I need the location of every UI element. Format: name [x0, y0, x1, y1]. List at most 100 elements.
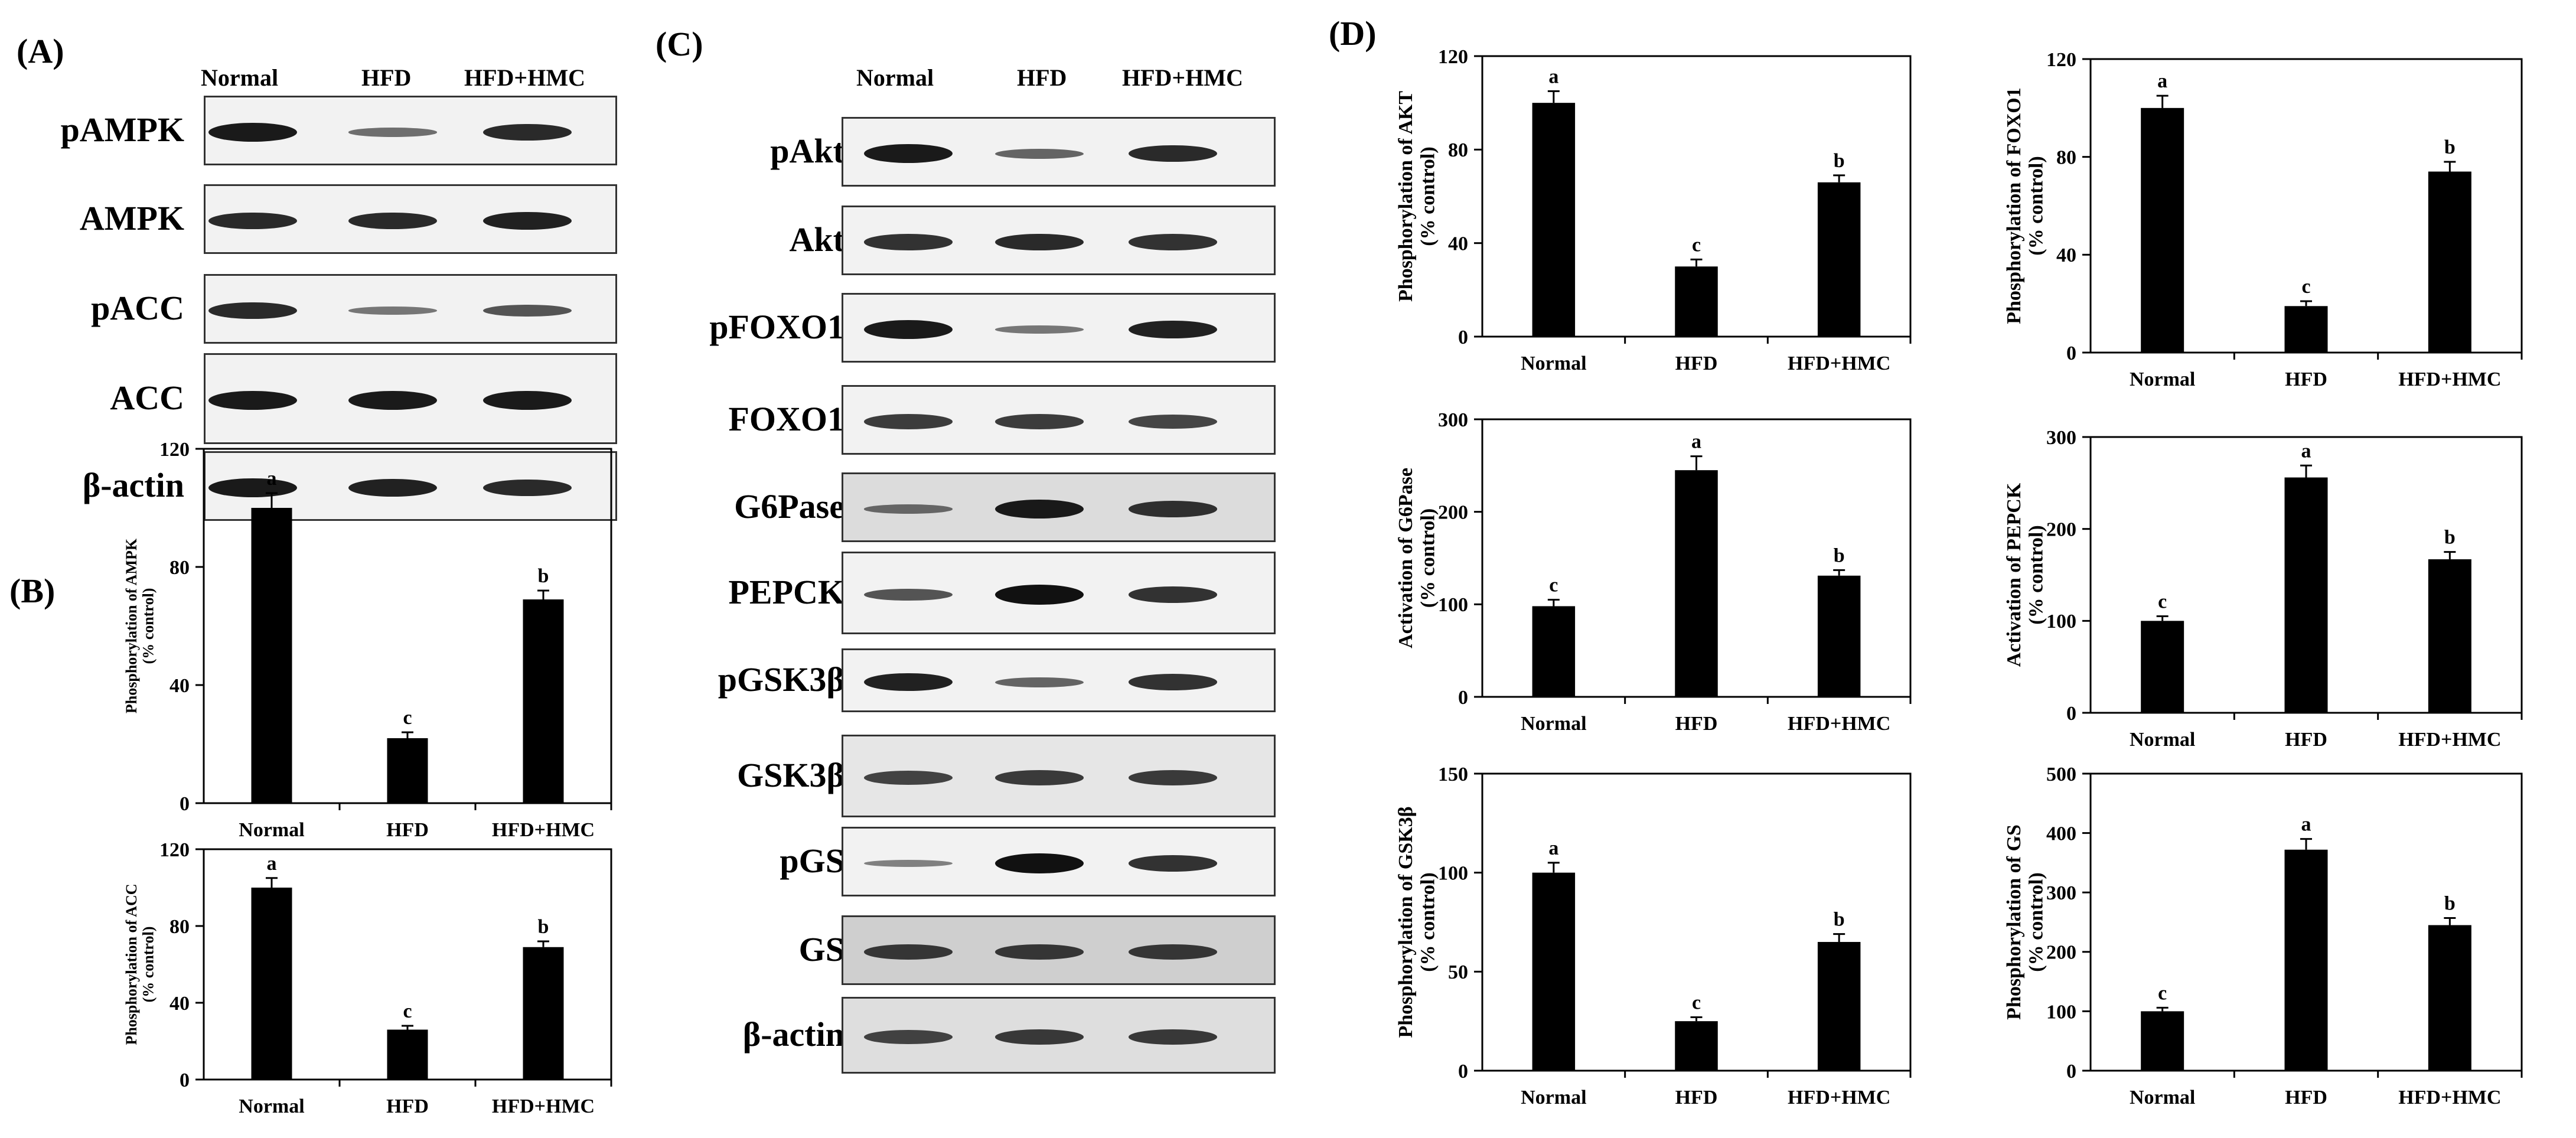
blot-a-band-beta-actin-normal [208, 478, 297, 498]
chart-d4-bar-hfd [2284, 477, 2328, 713]
chart-b1-xlabel-normal: Normal [239, 819, 304, 841]
blot-c-band-pgsk3beta-hfd-hmc [1129, 674, 1217, 690]
blot-a-band-beta-actin-hfd [348, 478, 437, 497]
chart-d3-ylabel: Activation of G6Pase [1395, 468, 1417, 648]
chart-d4-ylabel-unit: (% control) [2025, 525, 2047, 624]
panel-label-c: (C) [656, 25, 703, 63]
panel-label-b: (B) [9, 572, 56, 610]
chart-d4-xlabel-normal: Normal [2130, 729, 2195, 751]
blot-c-label-beta-actin: β-actin [742, 1015, 844, 1054]
chart-d5-ytick-label-150: 150 [1438, 764, 1468, 785]
blot-c-band-pepck-hfd [995, 585, 1084, 605]
chart-d5-bar-hfd-hmc [1817, 942, 1861, 1071]
chart-d2-ytick-label-80: 80 [2056, 147, 2076, 169]
blot-c-band-gsk3beta-hfd-hmc [1129, 770, 1217, 785]
blot-a-band-pampk-hfd-hmc [483, 123, 572, 141]
chart-d3-ytick-label-200: 200 [1438, 502, 1468, 524]
chart-d2-letter-hfd-hmc: b [2444, 136, 2456, 158]
chart-d6-letter-hfd-hmc: b [2444, 892, 2456, 914]
blot-c-band-pgs-normal [864, 860, 953, 867]
blot-c-label-gs: GS [798, 930, 844, 969]
blot-c-band-pgsk3beta-normal [864, 673, 953, 692]
blot-c-lane-hfd-hmc: HFD+HMC [1122, 64, 1243, 91]
chart-d1-ylabel-unit: (% control) [1417, 146, 1439, 246]
blot-c-strip-pepck [842, 552, 1276, 634]
blot-c-band-foxo1-normal [864, 414, 953, 429]
chart-d5-letter-hfd-hmc: b [1834, 909, 1845, 931]
chart-d5-bar-hfd [1675, 1021, 1718, 1071]
blot-a-label-pacc: pACC [91, 289, 184, 327]
chart-d2-ytick-label-40: 40 [2056, 244, 2076, 266]
blot-c-strip-pfoxo1 [842, 293, 1276, 363]
blot-c-band-pfoxo1-hfd [995, 325, 1084, 334]
blot-c-band-pgs-hfd-hmc [1129, 855, 1217, 872]
blot-c-band-akt-hfd-hmc [1129, 234, 1217, 250]
blot-c-label-foxo1: FOXO1 [728, 400, 844, 438]
chart-d1-letter-normal: a [1548, 66, 1558, 87]
chart-d4-ytick-label-100: 100 [2046, 611, 2076, 632]
chart-b2-letter-hfd-hmc: b [538, 916, 549, 938]
blot-c-band-gs-normal [864, 944, 953, 960]
blot-c-band-beta-actin-normal [864, 1030, 953, 1044]
chart-d2-ylabel: Phosphorylation of FOXO1 [2003, 87, 2025, 324]
chart-d6-bar-hfd [2284, 849, 2328, 1071]
chart-d6-bar-normal [2141, 1011, 2184, 1071]
blot-a-label-beta-actin: β-actin [82, 466, 184, 504]
chart-d2-ytick-label-0: 0 [2066, 343, 2076, 364]
blot-a-band-ampk-hfd [348, 212, 437, 230]
chart-d3-ylabel-unit: (% control) [1417, 508, 1439, 608]
blot-c-band-g6pase-hfd [995, 499, 1084, 519]
chart-d2-xlabel-hfd-hmc: HFD+HMC [2398, 369, 2501, 390]
chart-d1-bar-hfd-hmc [1817, 182, 1861, 337]
blot-a-strip-pacc [204, 274, 617, 344]
chart-d2-xlabel-hfd: HFD [2285, 369, 2327, 390]
blot-c-lane-hfd: HFD [1017, 64, 1067, 91]
chart-d3-xlabel-hfd-hmc: HFD+HMC [1788, 713, 1890, 735]
blot-c-label-gsk3beta: GSK3β [736, 756, 844, 794]
chart-d2-bar-hfd-hmc [2428, 171, 2471, 353]
chart-d5-ytick-label-50: 50 [1448, 961, 1468, 983]
blot-a-lane-hfd: HFD [361, 64, 412, 91]
chart-b1-ytick-label-0: 0 [180, 793, 190, 815]
chart-b1-xlabel-hfd: HFD [386, 819, 429, 841]
chart-d4-letter-normal: c [2158, 591, 2167, 613]
chart-d6-ytick-label-200: 200 [2046, 942, 2076, 964]
chart-d4-bar-hfd-hmc [2428, 559, 2471, 713]
blot-c-band-foxo1-hfd-hmc [1129, 415, 1217, 429]
blot-a-band-pampk-hfd [348, 128, 437, 137]
blot-c-band-pepck-normal [864, 588, 953, 601]
blot-c-lane-normal: Normal [856, 64, 934, 91]
chart-b2-ytick-label-40: 40 [169, 993, 190, 1015]
chart-d5-xlabel-normal: Normal [1521, 1087, 1586, 1108]
panel-label-a: (A) [17, 32, 64, 70]
chart-b1-letter-hfd: c [403, 707, 412, 729]
chart-d6-ytick-label-500: 500 [2046, 764, 2076, 785]
chart-d4-letter-hfd: a [2301, 440, 2311, 462]
blot-a-band-acc-hfd-hmc [483, 390, 572, 410]
blot-c-strip-gs [842, 915, 1276, 985]
chart-d3-letter-normal: c [1549, 575, 1558, 596]
blot-c-band-gs-hfd [995, 944, 1084, 960]
chart-d5-ylabel-unit: (% control) [1417, 872, 1439, 971]
chart-d2-letter-normal: a [2157, 70, 2167, 92]
blot-a-lane-normal: Normal [201, 64, 279, 91]
chart-d6-ytick-label-300: 300 [2046, 882, 2076, 904]
chart-d4-ytick-label-0: 0 [2066, 703, 2076, 725]
chart-d6-letter-normal: c [2158, 982, 2167, 1004]
blot-a-strip-ampk [204, 184, 617, 254]
blot-a-band-ampk-hfd-hmc [483, 211, 572, 230]
blot-c-band-akt-normal [864, 234, 953, 250]
chart-b2-bar-normal [251, 888, 292, 1080]
blot-a-band-pampk-normal [208, 122, 297, 142]
chart-b2-ytick-label-0: 0 [180, 1069, 190, 1091]
chart-d2-bar-hfd [2284, 306, 2328, 353]
blot-a-band-pacc-hfd [348, 306, 437, 315]
blot-a-band-beta-actin-hfd-hmc [483, 479, 572, 497]
chart-b2-ytick-label-120: 120 [159, 839, 190, 861]
blot-c-strip-foxo1 [842, 385, 1276, 455]
blot-c-band-pfoxo1-normal [864, 319, 953, 340]
chart-d6-bar-hfd-hmc [2428, 925, 2471, 1071]
chart-d1-bar-hfd [1675, 266, 1718, 337]
blot-c-strip-beta-actin [842, 997, 1276, 1074]
